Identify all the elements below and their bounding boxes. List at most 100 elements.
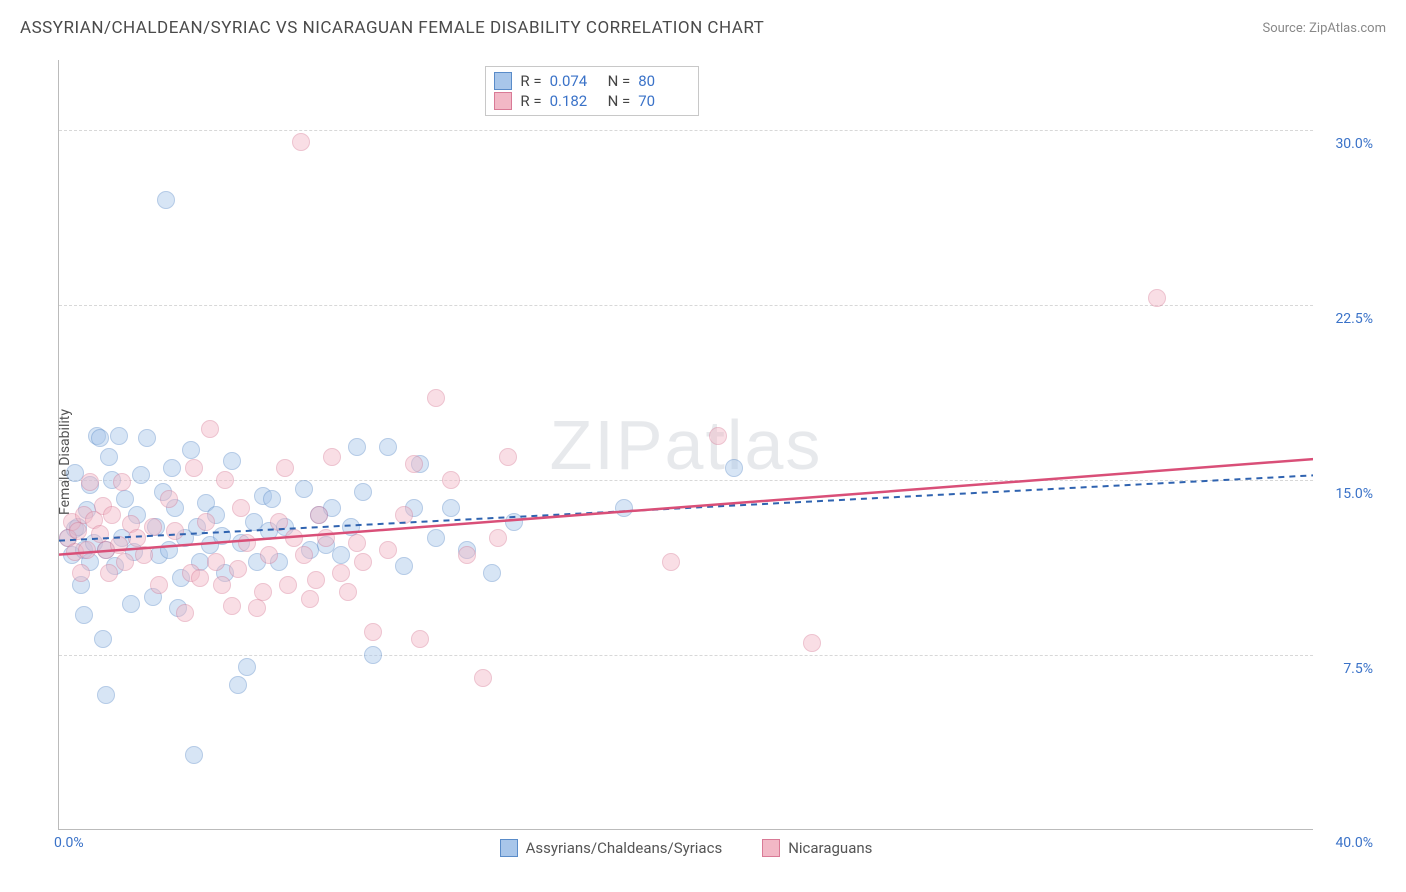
scatter-point — [442, 499, 460, 517]
stats-legend-box: R = 0.074 N = 80R = 0.182 N = 70 — [485, 66, 699, 116]
scatter-point — [348, 438, 366, 456]
scatter-point — [182, 441, 200, 459]
scatter-point — [379, 541, 397, 559]
scatter-point — [295, 546, 313, 564]
scatter-point — [725, 459, 743, 477]
scatter-point — [110, 536, 128, 554]
gridline — [59, 130, 1313, 131]
scatter-point — [100, 564, 118, 582]
trend-lines — [59, 60, 1313, 829]
scatter-point — [263, 490, 281, 508]
scatter-point — [166, 522, 184, 540]
scatter-point — [474, 669, 492, 687]
scatter-point — [201, 420, 219, 438]
scatter-point — [332, 546, 350, 564]
scatter-point — [332, 564, 350, 582]
scatter-point — [323, 448, 341, 466]
gridline — [59, 305, 1313, 306]
scatter-point — [160, 541, 178, 559]
scatter-point — [176, 604, 194, 622]
scatter-point — [292, 133, 310, 151]
y-tick-label: 15.0% — [1335, 486, 1373, 502]
scatter-point — [489, 529, 507, 547]
r-label: R = — [520, 72, 541, 90]
scatter-point — [185, 746, 203, 764]
scatter-point — [135, 546, 153, 564]
scatter-point — [223, 597, 241, 615]
n-value: 70 — [638, 92, 688, 110]
scatter-point — [364, 623, 382, 641]
n-label: N = — [608, 92, 631, 110]
n-value: 80 — [638, 72, 688, 90]
scatter-point — [803, 634, 821, 652]
scatter-point — [81, 473, 99, 491]
scatter-point — [317, 529, 335, 547]
scatter-point — [78, 541, 96, 559]
scatter-point — [342, 518, 360, 536]
x-end-label: 40.0% — [1335, 835, 1373, 851]
scatter-point — [116, 553, 134, 571]
scatter-point — [229, 676, 247, 694]
scatter-point — [97, 686, 115, 704]
scatter-point — [709, 427, 727, 445]
scatter-point — [72, 564, 90, 582]
scatter-point — [191, 569, 209, 587]
scatter-point — [213, 576, 231, 594]
scatter-point — [505, 513, 523, 531]
scatter-point — [427, 389, 445, 407]
scatter-point — [163, 459, 181, 477]
scatter-point — [405, 455, 423, 473]
scatter-point — [1148, 289, 1166, 307]
scatter-point — [254, 583, 272, 601]
scatter-point — [270, 513, 288, 531]
scatter-point — [91, 525, 109, 543]
scatter-point — [150, 576, 168, 594]
legend-item: Nicaraguans — [762, 839, 872, 857]
gridline — [59, 655, 1313, 656]
scatter-point — [379, 438, 397, 456]
scatter-point — [185, 459, 203, 477]
stats-row: R = 0.074 N = 80 — [494, 71, 688, 91]
source-label: Source: ZipAtlas.com — [1262, 21, 1386, 36]
scatter-point — [69, 522, 87, 540]
scatter-point — [615, 499, 633, 517]
scatter-point — [279, 576, 297, 594]
scatter-point — [223, 452, 241, 470]
plot-area: ZIPatlas 7.5%15.0%22.5%30.0%0.0%40.0%R =… — [58, 60, 1313, 830]
n-label: N = — [608, 72, 631, 90]
scatter-point — [232, 499, 250, 517]
chart-title: ASSYRIAN/CHALDEAN/SYRIAC VS NICARAGUAN F… — [20, 18, 764, 38]
scatter-point — [238, 534, 256, 552]
scatter-point — [348, 534, 366, 552]
scatter-point — [144, 518, 162, 536]
scatter-point — [207, 553, 225, 571]
scatter-point — [138, 429, 156, 447]
scatter-point — [307, 571, 325, 589]
scatter-point — [310, 506, 328, 524]
scatter-point — [213, 527, 231, 545]
scatter-point — [364, 646, 382, 664]
scatter-point — [483, 564, 501, 582]
scatter-point — [499, 448, 517, 466]
scatter-point — [276, 459, 294, 477]
chart-container: Female Disability ZIPatlas 7.5%15.0%22.5… — [20, 52, 1386, 872]
scatter-point — [301, 590, 319, 608]
scatter-point — [128, 529, 146, 547]
scatter-point — [216, 471, 234, 489]
scatter-point — [662, 553, 680, 571]
scatter-point — [160, 490, 178, 508]
scatter-point — [395, 557, 413, 575]
scatter-point — [94, 630, 112, 648]
scatter-point — [354, 553, 372, 571]
gridline — [59, 480, 1313, 481]
r-value: 0.182 — [550, 92, 600, 110]
y-tick-label: 30.0% — [1335, 136, 1373, 152]
scatter-point — [75, 606, 93, 624]
r-value: 0.074 — [550, 72, 600, 90]
legend-swatch — [494, 92, 512, 110]
scatter-point — [116, 490, 134, 508]
legend-swatch — [494, 72, 512, 90]
scatter-point — [197, 513, 215, 531]
scatter-point — [339, 583, 357, 601]
legend-swatch — [762, 839, 780, 857]
